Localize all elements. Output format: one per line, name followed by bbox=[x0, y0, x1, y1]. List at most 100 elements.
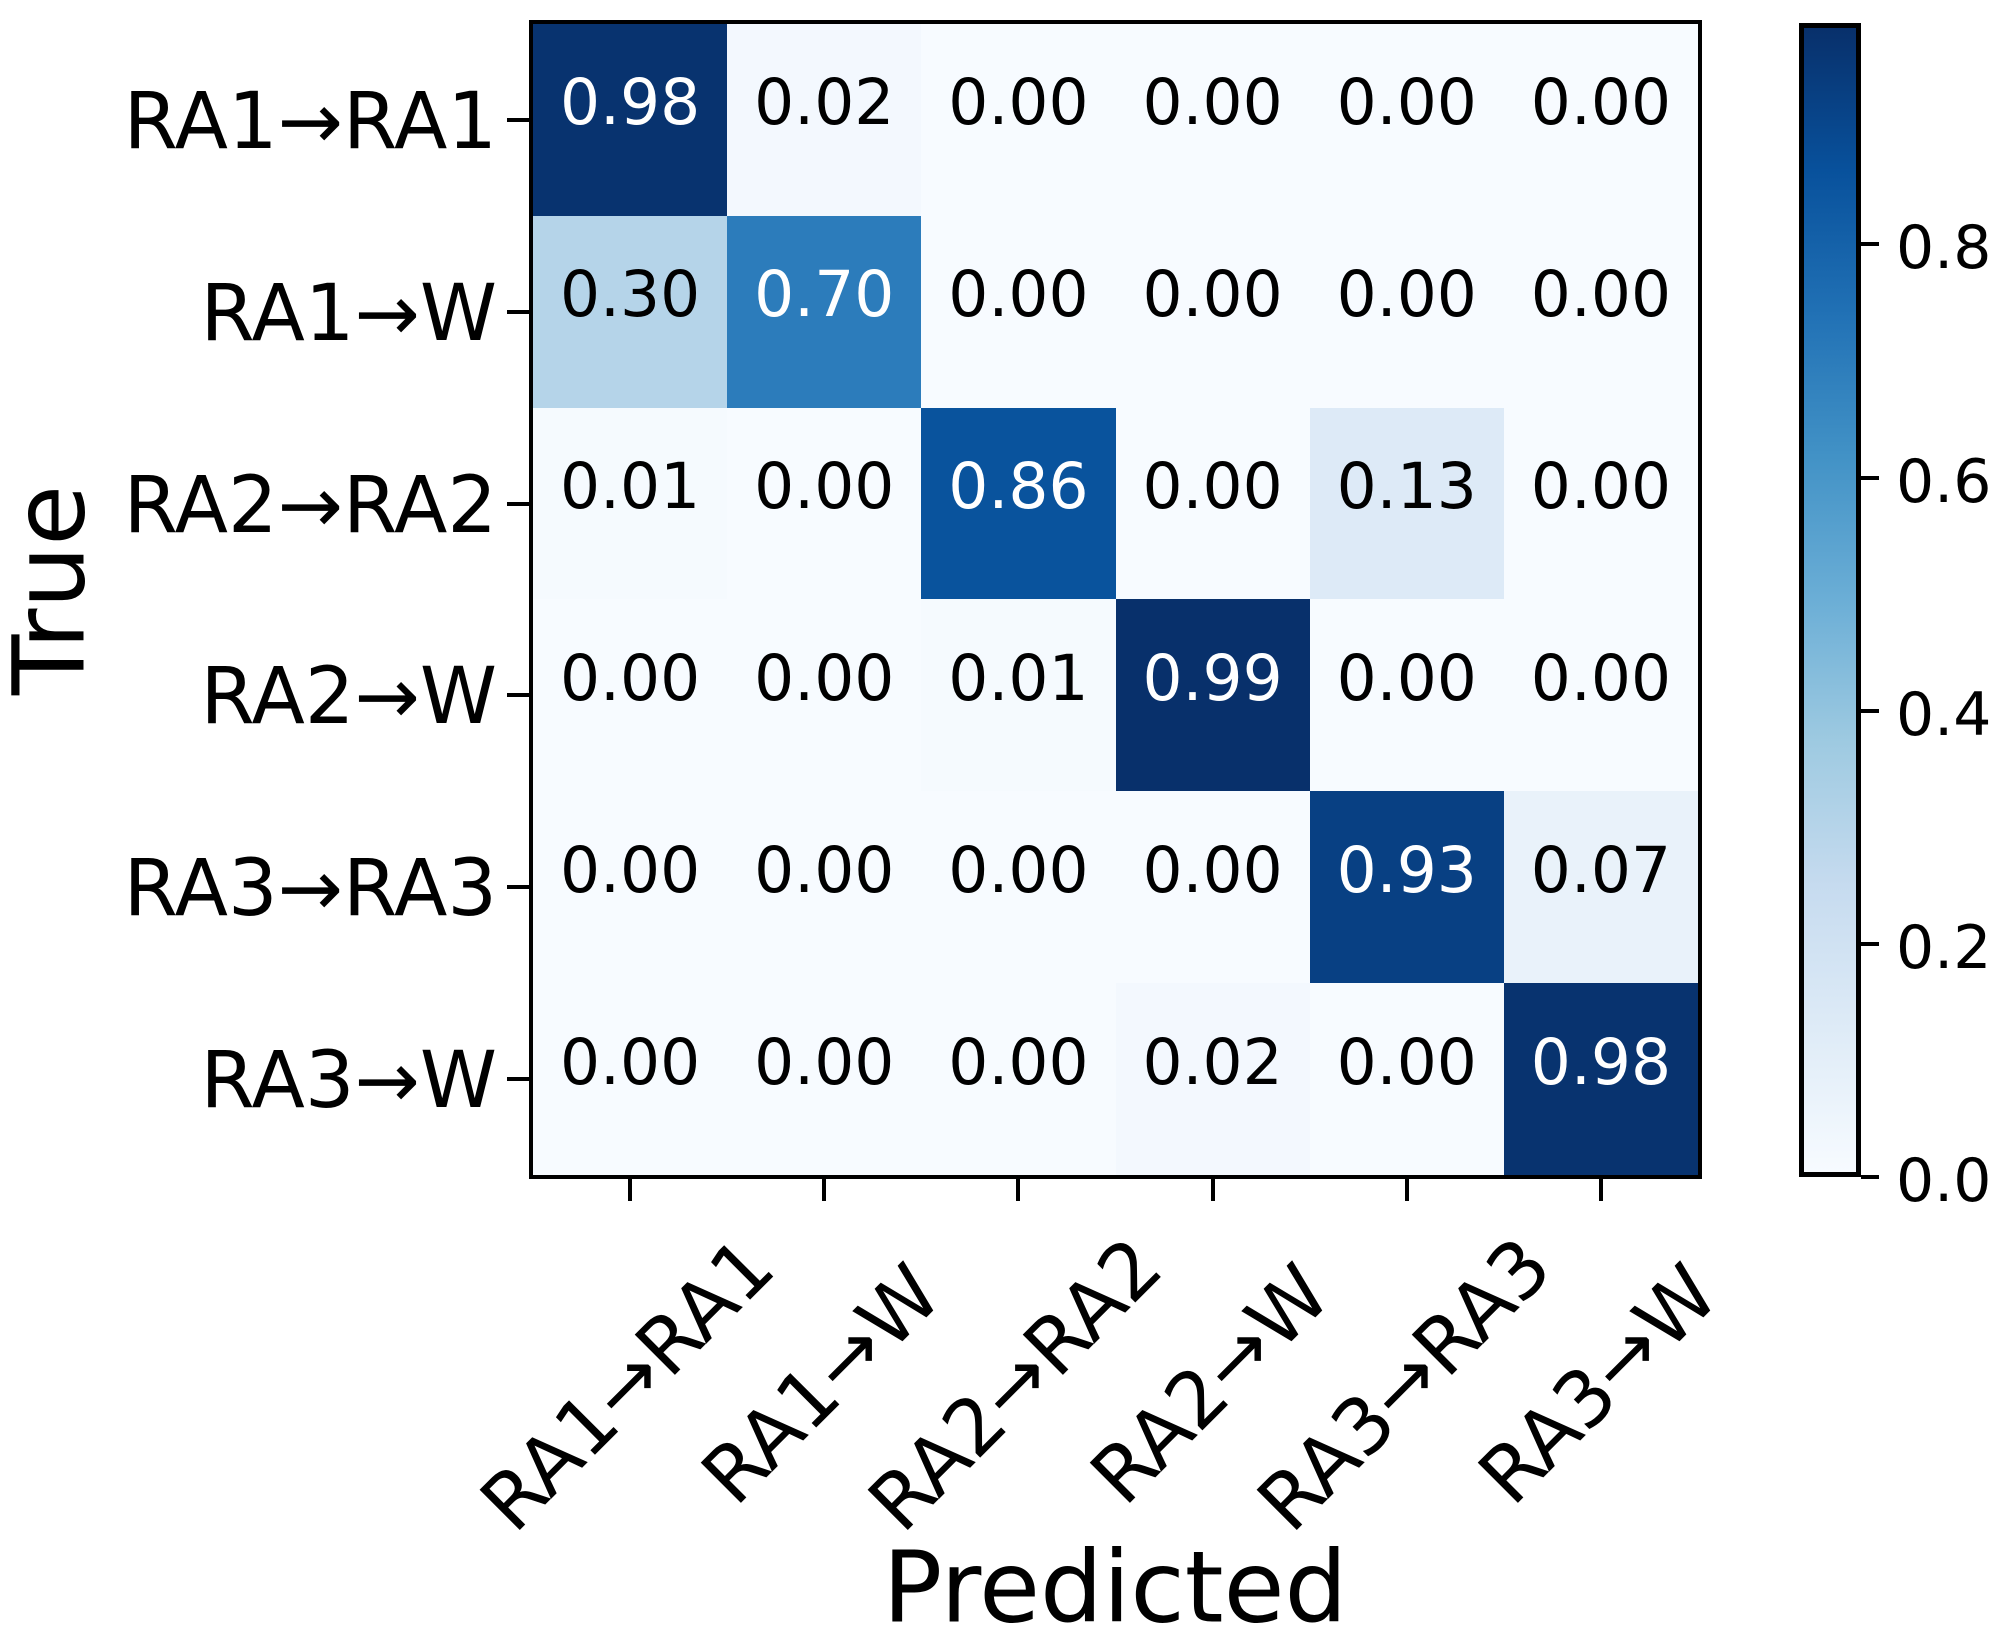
heatmap-cell-value: 0.98 bbox=[559, 66, 701, 140]
heatmap-cell: 0.70 bbox=[727, 215, 922, 408]
heatmap-cell: 0.02 bbox=[1115, 983, 1310, 1175]
x-axis-label: Predicted bbox=[882, 1530, 1348, 1646]
heatmap-cell-value: 0.02 bbox=[1142, 1025, 1283, 1099]
colorbar-tick-mark bbox=[1861, 941, 1879, 946]
colorbar-tick-label: 0.4 bbox=[1896, 679, 1992, 750]
heatmap-cell: 0.07 bbox=[1503, 791, 1698, 984]
heatmap-cell-value: 0.00 bbox=[1530, 66, 1672, 140]
heatmap-cell: 0.00 bbox=[921, 24, 1116, 216]
heatmap-cell-value: 0.02 bbox=[754, 66, 895, 140]
heatmap-cell: 0.00 bbox=[1115, 407, 1310, 600]
x-tick-mark bbox=[822, 1179, 827, 1201]
colorbar-tick-mark bbox=[1861, 242, 1879, 247]
heatmap-cell-value: 0.00 bbox=[559, 1025, 701, 1099]
heatmap-cell: 0.00 bbox=[727, 599, 922, 792]
heatmap-cell: 0.00 bbox=[727, 407, 922, 600]
heatmap-cell: 0.00 bbox=[1503, 407, 1698, 600]
x-tick-mark bbox=[1016, 1179, 1021, 1201]
y-tick-mark bbox=[507, 117, 529, 122]
heatmap-cell: 0.93 bbox=[1309, 791, 1504, 984]
heatmap-cell-value: 0.00 bbox=[948, 258, 1089, 332]
y-tick-mark bbox=[507, 885, 529, 890]
heatmap-cell: 0.00 bbox=[1503, 24, 1698, 216]
heatmap-cell-value: 0.00 bbox=[559, 641, 701, 715]
heatmap-cell: 0.00 bbox=[1115, 215, 1310, 408]
heatmap-cell-value: 0.00 bbox=[1530, 258, 1672, 332]
x-tick-mark bbox=[628, 1179, 633, 1201]
y-tick-label: RA3→RA3 bbox=[123, 844, 497, 935]
heatmap-cell-value: 0.00 bbox=[1336, 66, 1477, 140]
y-tick-mark bbox=[507, 309, 529, 314]
colorbar-tick-mark bbox=[1861, 475, 1879, 480]
heatmap-cell: 0.00 bbox=[921, 791, 1116, 984]
heatmap-axes: 0.98 0.02 0.00 0.00 0.00 0.00 0.30 0.70 0.00 0.00… bbox=[529, 20, 1702, 1179]
heatmap-cell-value: 0.00 bbox=[1142, 833, 1283, 907]
heatmap-cell: 0.00 bbox=[921, 215, 1116, 408]
colorbar-tick-mark bbox=[1861, 1175, 1879, 1179]
y-tick-label: RA2→RA2 bbox=[123, 460, 497, 551]
y-tick-label: RA1→W bbox=[200, 268, 498, 359]
heatmap-cell-value: 0.00 bbox=[559, 833, 701, 907]
heatmap-cell: 0.00 bbox=[1115, 791, 1310, 984]
heatmap-cell: 0.86 bbox=[921, 407, 1116, 600]
colorbar-tick-label: 0.2 bbox=[1896, 912, 1992, 983]
y-tick-label: RA3→W bbox=[200, 1036, 498, 1127]
heatmap-cell-value: 0.93 bbox=[1336, 833, 1477, 907]
colorbar-tick-label: 0.0 bbox=[1896, 1146, 1992, 1216]
heatmap-cell-value: 0.00 bbox=[754, 641, 895, 715]
heatmap-cell: 0.00 bbox=[1309, 599, 1504, 792]
y-tick-mark bbox=[507, 693, 529, 698]
heatmap-cell-value: 0.00 bbox=[948, 1025, 1089, 1099]
colorbar-tick-mark bbox=[1861, 708, 1879, 713]
colorbar bbox=[1799, 23, 1861, 1177]
heatmap-cell-value: 0.99 bbox=[1142, 641, 1283, 715]
colorbar-tick-label: 0.6 bbox=[1896, 446, 1992, 517]
heatmap-cell: 0.00 bbox=[1115, 24, 1310, 216]
heatmap-cell: 0.00 bbox=[921, 983, 1116, 1175]
heatmap-cell-value: 0.00 bbox=[754, 1025, 895, 1099]
heatmap-cell-value: 0.07 bbox=[1530, 833, 1672, 907]
x-tick-mark bbox=[1210, 1179, 1215, 1201]
heatmap-cell: 0.00 bbox=[727, 791, 922, 984]
heatmap-cell-value: 0.70 bbox=[754, 258, 895, 332]
heatmap-cell-value: 0.98 bbox=[1530, 1025, 1672, 1099]
heatmap-cell-value: 0.01 bbox=[559, 450, 701, 524]
heatmap-cell: 0.30 bbox=[533, 215, 728, 408]
colorbar-tick-label: 0.8 bbox=[1896, 213, 1992, 284]
y-tick-label: RA1→RA1 bbox=[123, 76, 497, 167]
heatmap-cell-value: 0.00 bbox=[1336, 1025, 1477, 1099]
heatmap-cell-value: 0.00 bbox=[1336, 641, 1477, 715]
heatmap-cell-value: 0.00 bbox=[948, 66, 1089, 140]
heatmap-cell-value: 0.00 bbox=[754, 833, 895, 907]
heatmap-cell-value: 0.00 bbox=[948, 833, 1089, 907]
heatmap-cell: 0.00 bbox=[1309, 24, 1504, 216]
heatmap-cell: 0.00 bbox=[533, 791, 728, 984]
heatmap-cell-value: 0.00 bbox=[1530, 641, 1672, 715]
heatmap-cell: 0.00 bbox=[533, 983, 728, 1175]
heatmap-cell: 0.01 bbox=[533, 407, 728, 600]
heatmap-cell: 0.01 bbox=[921, 599, 1116, 792]
heatmap-cell-value: 0.01 bbox=[948, 641, 1089, 715]
heatmap-cell: 0.00 bbox=[1309, 215, 1504, 408]
heatmap-cell-value: 0.00 bbox=[1142, 450, 1283, 524]
heatmap-cell-value: 0.30 bbox=[559, 258, 701, 332]
heatmap-cell: 0.00 bbox=[1309, 983, 1504, 1175]
heatmap-cell-value: 0.00 bbox=[754, 450, 895, 524]
y-tick-mark bbox=[507, 501, 529, 506]
x-tick-mark bbox=[1404, 1179, 1409, 1201]
y-tick-label: RA2→W bbox=[200, 652, 498, 743]
heatmap-cell-value: 0.00 bbox=[1142, 66, 1283, 140]
heatmap-cell: 0.99 bbox=[1115, 599, 1310, 792]
y-tick-mark bbox=[507, 1077, 529, 1082]
heatmap-cell: 0.02 bbox=[727, 24, 922, 216]
heatmap-cell-value: 0.86 bbox=[948, 450, 1089, 524]
heatmap-cell-value: 0.13 bbox=[1336, 450, 1477, 524]
heatmap-cell: 0.13 bbox=[1309, 407, 1504, 600]
heatmap-cell: 0.98 bbox=[1503, 983, 1698, 1175]
heatmap-cell: 0.98 bbox=[533, 24, 728, 216]
heatmap-cell-value: 0.00 bbox=[1336, 258, 1477, 332]
heatmap-cell-value: 0.00 bbox=[1530, 450, 1672, 524]
heatmap-cell-value: 0.00 bbox=[1142, 258, 1283, 332]
heatmap-cell: 0.00 bbox=[1503, 599, 1698, 792]
